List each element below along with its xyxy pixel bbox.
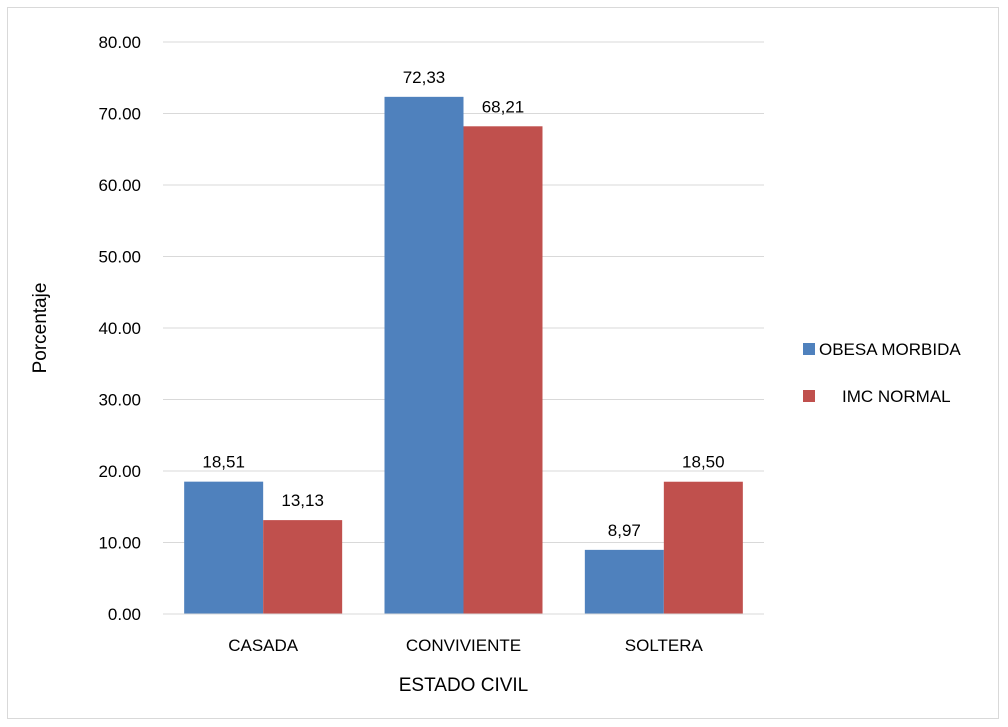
x-axis-title: ESTADO CIVIL — [399, 675, 529, 696]
bar-conviviente-2 — [463, 126, 543, 615]
bar-chart: 0.00 10.00 20.00 30.00 40.00 50.00 60.00 70.00 8… — [30, 33, 961, 696]
y-tick-label: 80.00 — [98, 33, 141, 52]
bar-casada-1 — [184, 481, 264, 614]
legend-swatch — [803, 390, 815, 402]
legend-label: OBESA MORBIDA — [819, 340, 961, 359]
y-tick-label: 40.00 — [98, 319, 141, 338]
chart-container: 0.00 10.00 20.00 30.00 40.00 50.00 60.00 70.00 8… — [7, 7, 999, 719]
data-label: 18,50 — [682, 453, 725, 472]
x-category-label: SOLTERA — [625, 636, 704, 655]
bar-casada-2 — [263, 520, 343, 614]
y-tick-label: 20.00 — [98, 462, 141, 481]
data-labels: 18,51 13,13 72,33 68,21 8,97 18,50 — [202, 68, 724, 540]
y-tick-label: 0.00 — [108, 605, 141, 624]
y-tick-label: 60.00 — [98, 176, 141, 195]
legend-swatch — [803, 343, 815, 355]
y-axis-ticks: 0.00 10.00 20.00 30.00 40.00 50.00 60.00 70.00 8… — [98, 33, 141, 624]
x-category-label: CONVIVIENTE — [406, 636, 521, 655]
bar-soltera-2 — [663, 481, 743, 614]
legend: OBESA MORBIDA IMC NORMAL — [803, 340, 961, 406]
y-tick-label: 10.00 — [98, 534, 141, 553]
legend-label: IMC NORMAL — [842, 387, 951, 406]
x-axis-categories: CASADA CONVIVIENTE SOLTERA — [228, 636, 703, 655]
bars — [184, 96, 743, 615]
data-label: 13,13 — [281, 491, 324, 510]
bar-soltera-1 — [584, 549, 664, 614]
data-label: 8,97 — [608, 521, 641, 540]
bar-conviviente-1 — [384, 96, 464, 614]
y-tick-label: 50.00 — [98, 248, 141, 267]
y-tick-label: 30.00 — [98, 391, 141, 410]
y-axis-title: Porcentaje — [30, 283, 51, 374]
y-tick-label: 70.00 — [98, 105, 141, 124]
data-label: 68,21 — [482, 97, 525, 116]
x-category-label: CASADA — [228, 636, 299, 655]
data-label: 72,33 — [403, 68, 446, 87]
data-label: 18,51 — [202, 453, 245, 472]
